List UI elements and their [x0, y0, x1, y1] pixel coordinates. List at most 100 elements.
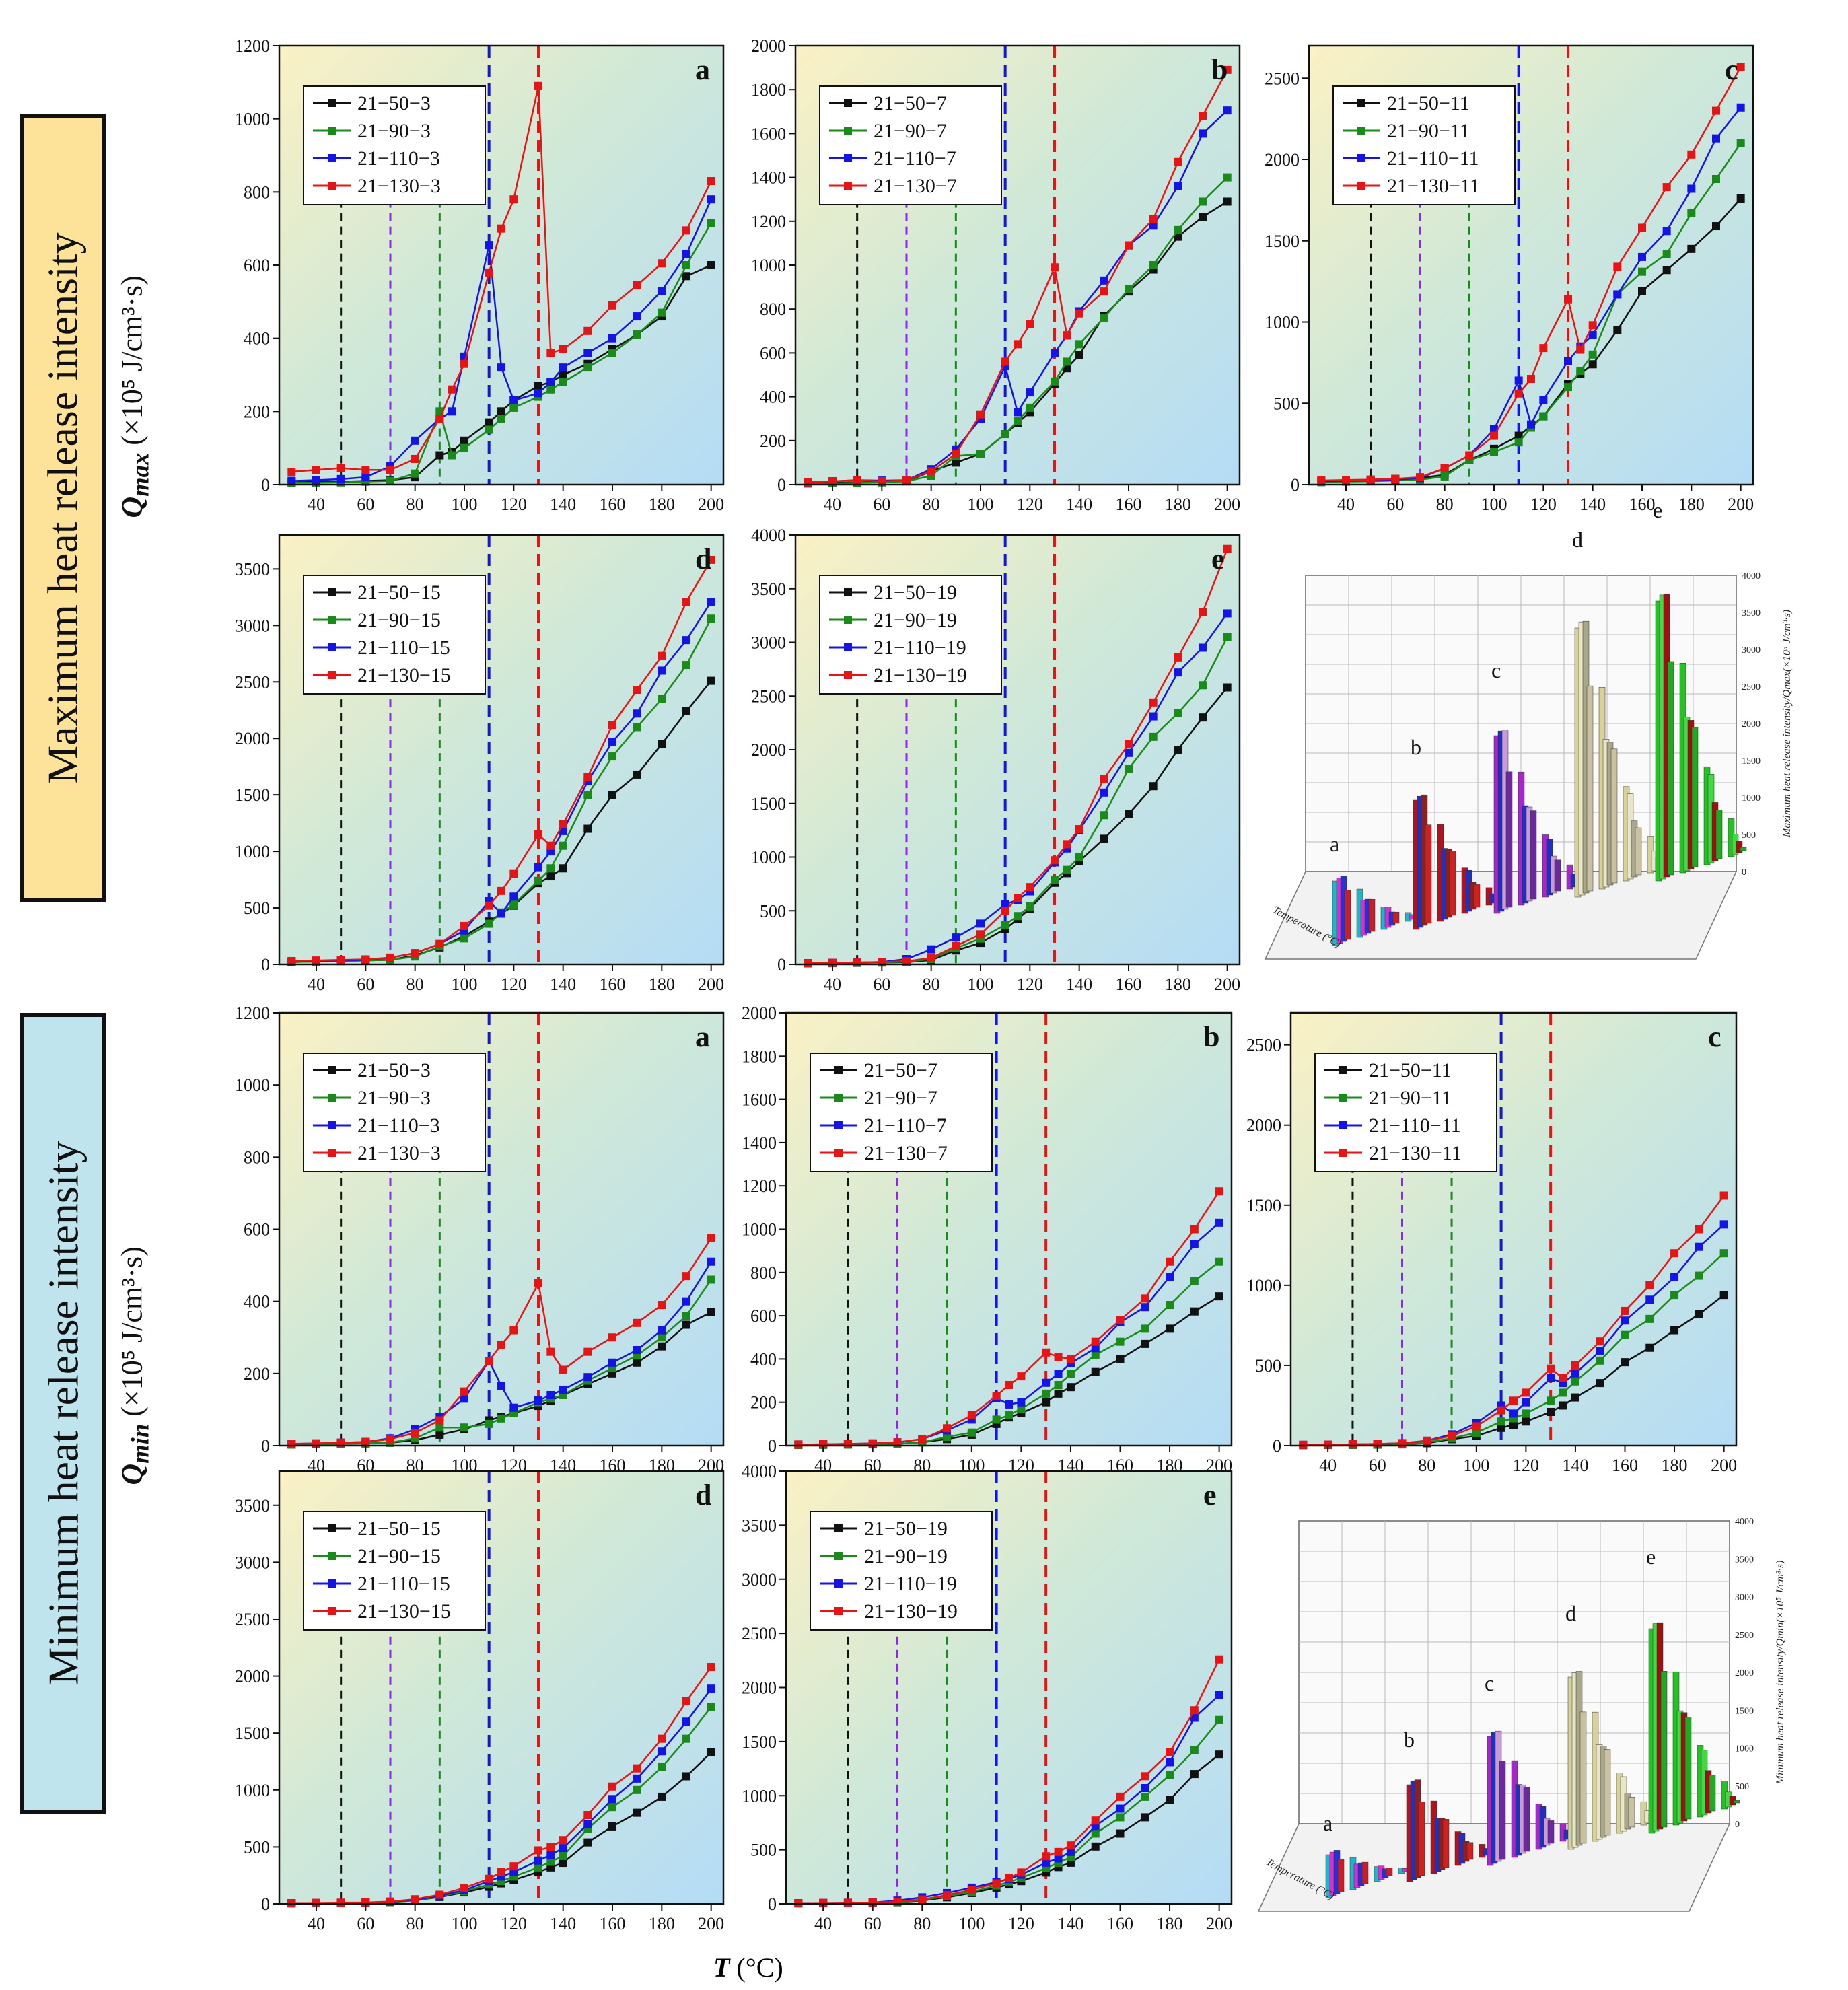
data-point: [893, 1438, 902, 1447]
data-point: [1199, 713, 1207, 722]
y-tick-label: 800: [760, 299, 786, 319]
data-point: [1695, 1310, 1703, 1318]
data-point: [943, 1891, 952, 1900]
legend-marker: [328, 1579, 336, 1588]
x-tick-label: 160: [600, 974, 626, 994]
y-tick-label: 3500: [742, 1516, 777, 1535]
data-point: [411, 1895, 419, 1904]
x-tick-label: 160: [1612, 1456, 1638, 1475]
data-point: [1063, 357, 1071, 366]
data-point: [1670, 1249, 1679, 1258]
inset-group-label: c: [1491, 658, 1501, 682]
data-point: [633, 686, 641, 695]
inset-z-tick: 1000: [1735, 1744, 1754, 1754]
data-point: [583, 824, 592, 833]
y-tick-label: 0: [261, 475, 270, 495]
legend-marker: [834, 1094, 843, 1102]
y-tick-label: 500: [1255, 1356, 1281, 1376]
data-point: [1149, 732, 1158, 741]
data-point: [633, 1785, 641, 1794]
inset-vertical-axis-label: Minimum heat release intensity/Qmin(×10⁵…: [1775, 1561, 1786, 1785]
data-point: [509, 403, 518, 412]
y-tick-label: 1000: [742, 1220, 777, 1240]
inset-z-tick: 3000: [1742, 645, 1761, 655]
data-point: [1348, 1440, 1357, 1449]
data-point: [312, 956, 320, 965]
data-point: [1066, 1383, 1075, 1392]
legend-entry: 21−50−11: [1387, 92, 1470, 114]
data-point: [1141, 1339, 1149, 1348]
x-tick-label: 160: [600, 1914, 626, 1933]
data-point: [1001, 357, 1009, 366]
y-tick-label: 4000: [742, 1462, 777, 1481]
panels-layer: 40 60 80 100 120 140 160 180 2000200400600800100…: [235, 36, 1754, 1933]
data-point: [952, 450, 960, 458]
data-point: [1017, 1868, 1026, 1877]
panel-max-a: 40 60 80 100 120 140 160 180 200 0 200 400 600 800 100…: [235, 36, 725, 514]
data-point: [534, 1863, 542, 1872]
data-point: [1596, 1379, 1604, 1388]
y-tick-label: 400: [244, 1292, 270, 1312]
x-tick-label: 40: [824, 495, 841, 514]
panel-letter: e: [1203, 1479, 1217, 1512]
data-point: [1014, 408, 1022, 417]
x-tick-label: 120: [501, 495, 527, 514]
x-tick-label: 180: [1662, 1456, 1688, 1475]
inset-bar: [1610, 748, 1618, 884]
data-point: [1174, 157, 1182, 166]
series-line-3: [808, 69, 1228, 483]
x-tick-label: 140: [1066, 495, 1092, 514]
data-point: [546, 1347, 555, 1356]
y-tick-label: 1800: [742, 1046, 777, 1066]
inset-bar: [1740, 847, 1747, 851]
y-tick-label: 1000: [751, 848, 786, 867]
y-tick-label: 2000: [235, 729, 270, 748]
inset-bar: [1466, 1842, 1474, 1860]
y-tick-label: 500: [750, 1841, 777, 1860]
legend-entry: 21−110−15: [357, 1573, 450, 1595]
series-line-1: [291, 1279, 712, 1446]
data-point: [682, 1697, 690, 1705]
x-tick-label: 60: [1369, 1456, 1386, 1475]
data-point: [485, 1357, 493, 1365]
x-tick-label: 140: [550, 974, 576, 994]
x-tick-label: 200: [1214, 974, 1240, 994]
x-tick-label: 180: [649, 1914, 675, 1933]
data-point: [583, 1838, 592, 1847]
legend-marker: [844, 588, 852, 596]
data-point: [1141, 1813, 1149, 1822]
data-point: [1100, 287, 1108, 296]
data-point: [1514, 389, 1523, 398]
x-tick-label: 140: [550, 495, 576, 514]
data-point: [411, 454, 419, 463]
data-point: [435, 1890, 444, 1899]
y-tick-label: 2000: [1265, 150, 1300, 170]
data-point: [312, 1898, 320, 1907]
data-point: [1141, 1783, 1149, 1792]
x-tick-label: 60: [357, 495, 374, 514]
legend-entry: 21−50−15: [357, 581, 441, 604]
legend-marker: [844, 182, 852, 190]
x-tick-label: 200: [698, 1914, 724, 1933]
data-point: [1001, 907, 1009, 915]
data-point: [435, 415, 444, 423]
data-point: [1497, 1417, 1505, 1426]
data-point: [682, 261, 690, 269]
data-point: [1063, 865, 1071, 874]
data-point: [1215, 1218, 1223, 1227]
y-tick-label: 1200: [235, 36, 270, 56]
inset-vertical-axis-label: Maximum heat release intensity/Qmax(×10⁵…: [1781, 610, 1793, 838]
data-point: [1149, 698, 1158, 707]
inset-group-label: b: [1404, 1728, 1415, 1752]
legend-marker: [834, 1524, 843, 1532]
x-tick-label: 120: [1017, 974, 1043, 994]
data-point: [828, 477, 837, 486]
panel-max-b: 40 60 80 100 120 140 160 180 2000200400600800100…: [751, 36, 1241, 514]
data-point: [1125, 765, 1133, 773]
data-point: [1026, 388, 1034, 397]
y-tick-label: 2000: [742, 1678, 777, 1698]
y-tick-label: 1500: [1246, 1196, 1281, 1215]
data-point: [485, 418, 493, 427]
